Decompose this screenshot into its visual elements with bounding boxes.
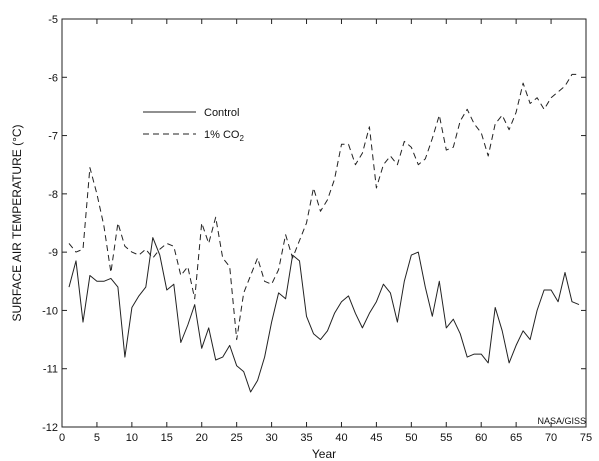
- y-tick-label: -6: [48, 72, 58, 84]
- x-tick-label: 45: [370, 432, 382, 444]
- plot-frame: [61, 18, 587, 428]
- legend-label-co2: 1% CO2: [204, 129, 244, 143]
- x-tick-label: 40: [335, 432, 347, 444]
- credit-label: NASA/GISS: [537, 416, 586, 426]
- x-tick-label: 65: [510, 432, 522, 444]
- legend-label-control: Control: [204, 107, 239, 119]
- legend-label-co2-base: 1% CO: [204, 129, 240, 141]
- x-ticks: 0 5 10 15 20 25 30 35 40 45 50 55 60 65 70 75: [59, 19, 592, 444]
- x-tick-label: 30: [265, 432, 277, 444]
- x-tick-label: 20: [196, 432, 208, 444]
- y-tick-label: -10: [42, 305, 58, 317]
- series-layer: [68, 73, 580, 393]
- x-tick-label: 0: [59, 432, 65, 444]
- y-tick-label: -11: [43, 364, 58, 376]
- series-line-control: [68, 237, 580, 393]
- x-tick-label: 60: [475, 432, 487, 444]
- legend-label-co2-subscript: 2: [239, 134, 244, 143]
- x-tick-label: 75: [580, 432, 592, 444]
- legend: Control 1% CO2: [143, 107, 244, 143]
- x-tick-label: 5: [94, 432, 100, 444]
- y-tick-label: -8: [48, 189, 58, 201]
- x-tick-label: 10: [126, 432, 138, 444]
- series-line-co2: [68, 73, 579, 341]
- y-axis-title: SURFACE AIR TEMPERATURE (°C): [10, 124, 24, 321]
- y-ticks: -12 -11 -10 -9 -8 -7 -6 -5: [42, 14, 586, 434]
- y-tick-label: -12: [42, 422, 58, 434]
- x-tick-label: 25: [231, 432, 243, 444]
- x-tick-label: 55: [440, 432, 452, 444]
- x-tick-label: 70: [545, 432, 557, 444]
- x-tick-label: 15: [161, 432, 173, 444]
- x-axis-title: Year: [312, 447, 336, 461]
- y-tick-label: -7: [48, 131, 58, 143]
- x-tick-label: 50: [405, 432, 417, 444]
- x-tick-label: 35: [300, 432, 312, 444]
- y-tick-label: -5: [48, 14, 58, 26]
- y-tick-label: -9: [48, 247, 58, 259]
